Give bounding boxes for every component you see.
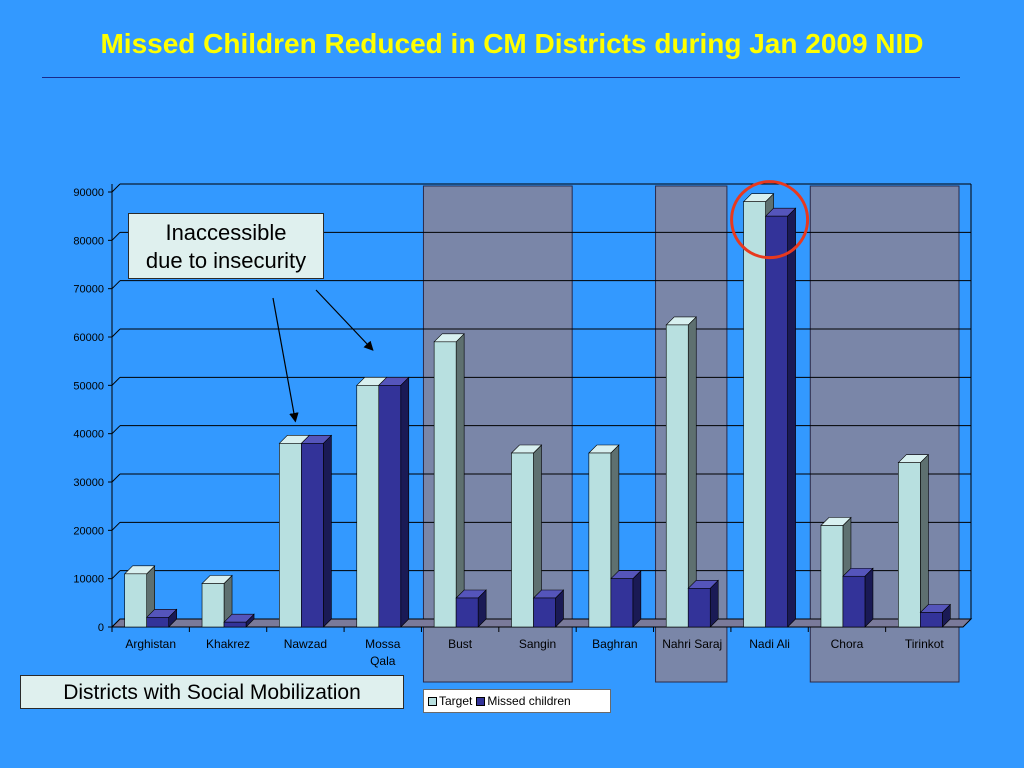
callout-arrow-nawzad bbox=[272, 297, 299, 423]
bar-target-bust-side bbox=[455, 333, 465, 628]
x-tick-label-bust: Bust bbox=[448, 637, 473, 651]
gridline-depth bbox=[111, 280, 121, 290]
y-tick-label: 10000 bbox=[73, 574, 104, 586]
y-tick-label: 70000 bbox=[73, 284, 104, 296]
x-tick-label-baghran: Baghran bbox=[592, 637, 637, 651]
x-tick-label-tirinkot: Tirinkot bbox=[905, 637, 945, 651]
legend-item-target: Target bbox=[428, 694, 472, 708]
y-tick-label: 90000 bbox=[73, 187, 104, 199]
bar-missed-children-arghistan bbox=[146, 617, 169, 628]
gridline-depth bbox=[111, 473, 121, 483]
bar-target-sangin bbox=[511, 452, 534, 628]
bar-target-nahri-saraj bbox=[665, 324, 689, 628]
x-tick-label-khakrez: Khakrez bbox=[206, 637, 250, 651]
gridline-depth bbox=[111, 231, 121, 241]
y-tick-label: 40000 bbox=[73, 429, 104, 441]
gridline-depth bbox=[111, 183, 121, 193]
y-tick-label: 80000 bbox=[73, 235, 104, 247]
insecurity-callout: Inaccessible due to insecurity bbox=[128, 213, 324, 279]
gridline-depth bbox=[111, 328, 121, 338]
y-tick-label: 20000 bbox=[73, 525, 104, 537]
bar-missed-children-nadi-ali-side bbox=[787, 207, 796, 628]
y-tick-label: 60000 bbox=[73, 332, 104, 344]
bar-missed-children-tirinkot bbox=[920, 612, 943, 628]
title-divider bbox=[42, 77, 960, 78]
legend-label-missed: Missed children bbox=[487, 694, 571, 708]
x-tick-label-nawzad: Nawzad bbox=[284, 637, 327, 651]
highlight-circle bbox=[730, 180, 810, 260]
bar-target-mossa-qala bbox=[356, 385, 380, 628]
gridline-depth bbox=[111, 521, 121, 531]
x-tick-label-nahri-saraj: Nahri Saraj bbox=[662, 637, 722, 651]
bar-missed-children-baghran-side bbox=[632, 569, 642, 628]
bar-missed-children-bust bbox=[455, 597, 479, 628]
x-tick-label-sangin: Sangin bbox=[519, 637, 556, 651]
bar-target-arghistan bbox=[124, 573, 147, 628]
x-tick-label-arghistan: Arghistan bbox=[125, 637, 176, 651]
bar-missed-children-nadi-ali bbox=[765, 215, 788, 628]
x-tick-label-chora: Chora bbox=[831, 637, 864, 651]
bar-missed-children-baghran bbox=[610, 578, 634, 628]
gridline-depth bbox=[111, 376, 121, 386]
legend-label-target: Target bbox=[439, 694, 473, 708]
bar-target-khakrez bbox=[201, 583, 225, 628]
bar-missed-children-nawzad-side bbox=[323, 434, 332, 628]
bar-missed-children-chora bbox=[842, 575, 866, 628]
bar-missed-children-khakrez bbox=[223, 621, 247, 628]
chart-legend: Target Missed children bbox=[423, 689, 611, 713]
social-mobilization-callout: Districts with Social Mobilization bbox=[20, 675, 404, 709]
callout-arrow-mossa-qala bbox=[315, 289, 374, 351]
x-tick-label-mossa-qala: Mossa bbox=[365, 637, 401, 651]
bar-target-tirinkot-side bbox=[920, 453, 929, 628]
bar-target-nahri-saraj-side bbox=[687, 316, 697, 628]
bar-missed-children-nawzad bbox=[301, 443, 324, 628]
bar-target-chora bbox=[820, 525, 844, 628]
x-tick-label-mossa-qala: Qala bbox=[370, 654, 396, 668]
y-tick-label: 0 bbox=[98, 622, 104, 634]
bar-missed-children-chora-side bbox=[864, 567, 874, 628]
bar-missed-children-sangin bbox=[533, 597, 556, 628]
bar-missed-children-mossa-qala-side bbox=[400, 376, 410, 628]
gridline-depth bbox=[111, 570, 121, 580]
bar-target-bust bbox=[433, 341, 457, 628]
bar-target-nadi-ali bbox=[743, 201, 766, 628]
legend-swatch-missed bbox=[476, 696, 486, 706]
insecurity-callout-line2: due to insecurity bbox=[145, 248, 307, 273]
x-tick-label-nadi-ali: Nadi Ali bbox=[749, 637, 790, 651]
bar-target-nawzad bbox=[279, 443, 302, 628]
legend-swatch-target bbox=[428, 696, 437, 706]
bar-missed-children-mossa-qala bbox=[378, 385, 402, 628]
bar-target-baghran bbox=[588, 452, 612, 628]
y-tick-label: 50000 bbox=[73, 380, 104, 392]
y-tick-label: 30000 bbox=[73, 477, 104, 489]
insecurity-callout-line1: Inaccessible bbox=[165, 220, 287, 245]
bar-missed-children-nahri-saraj bbox=[687, 588, 711, 628]
gridline-depth bbox=[111, 425, 121, 435]
legend-item-missed: Missed children bbox=[476, 694, 571, 708]
slide-title: Missed Children Reduced in CM Districts … bbox=[100, 28, 924, 59]
bar-target-tirinkot bbox=[898, 462, 921, 628]
